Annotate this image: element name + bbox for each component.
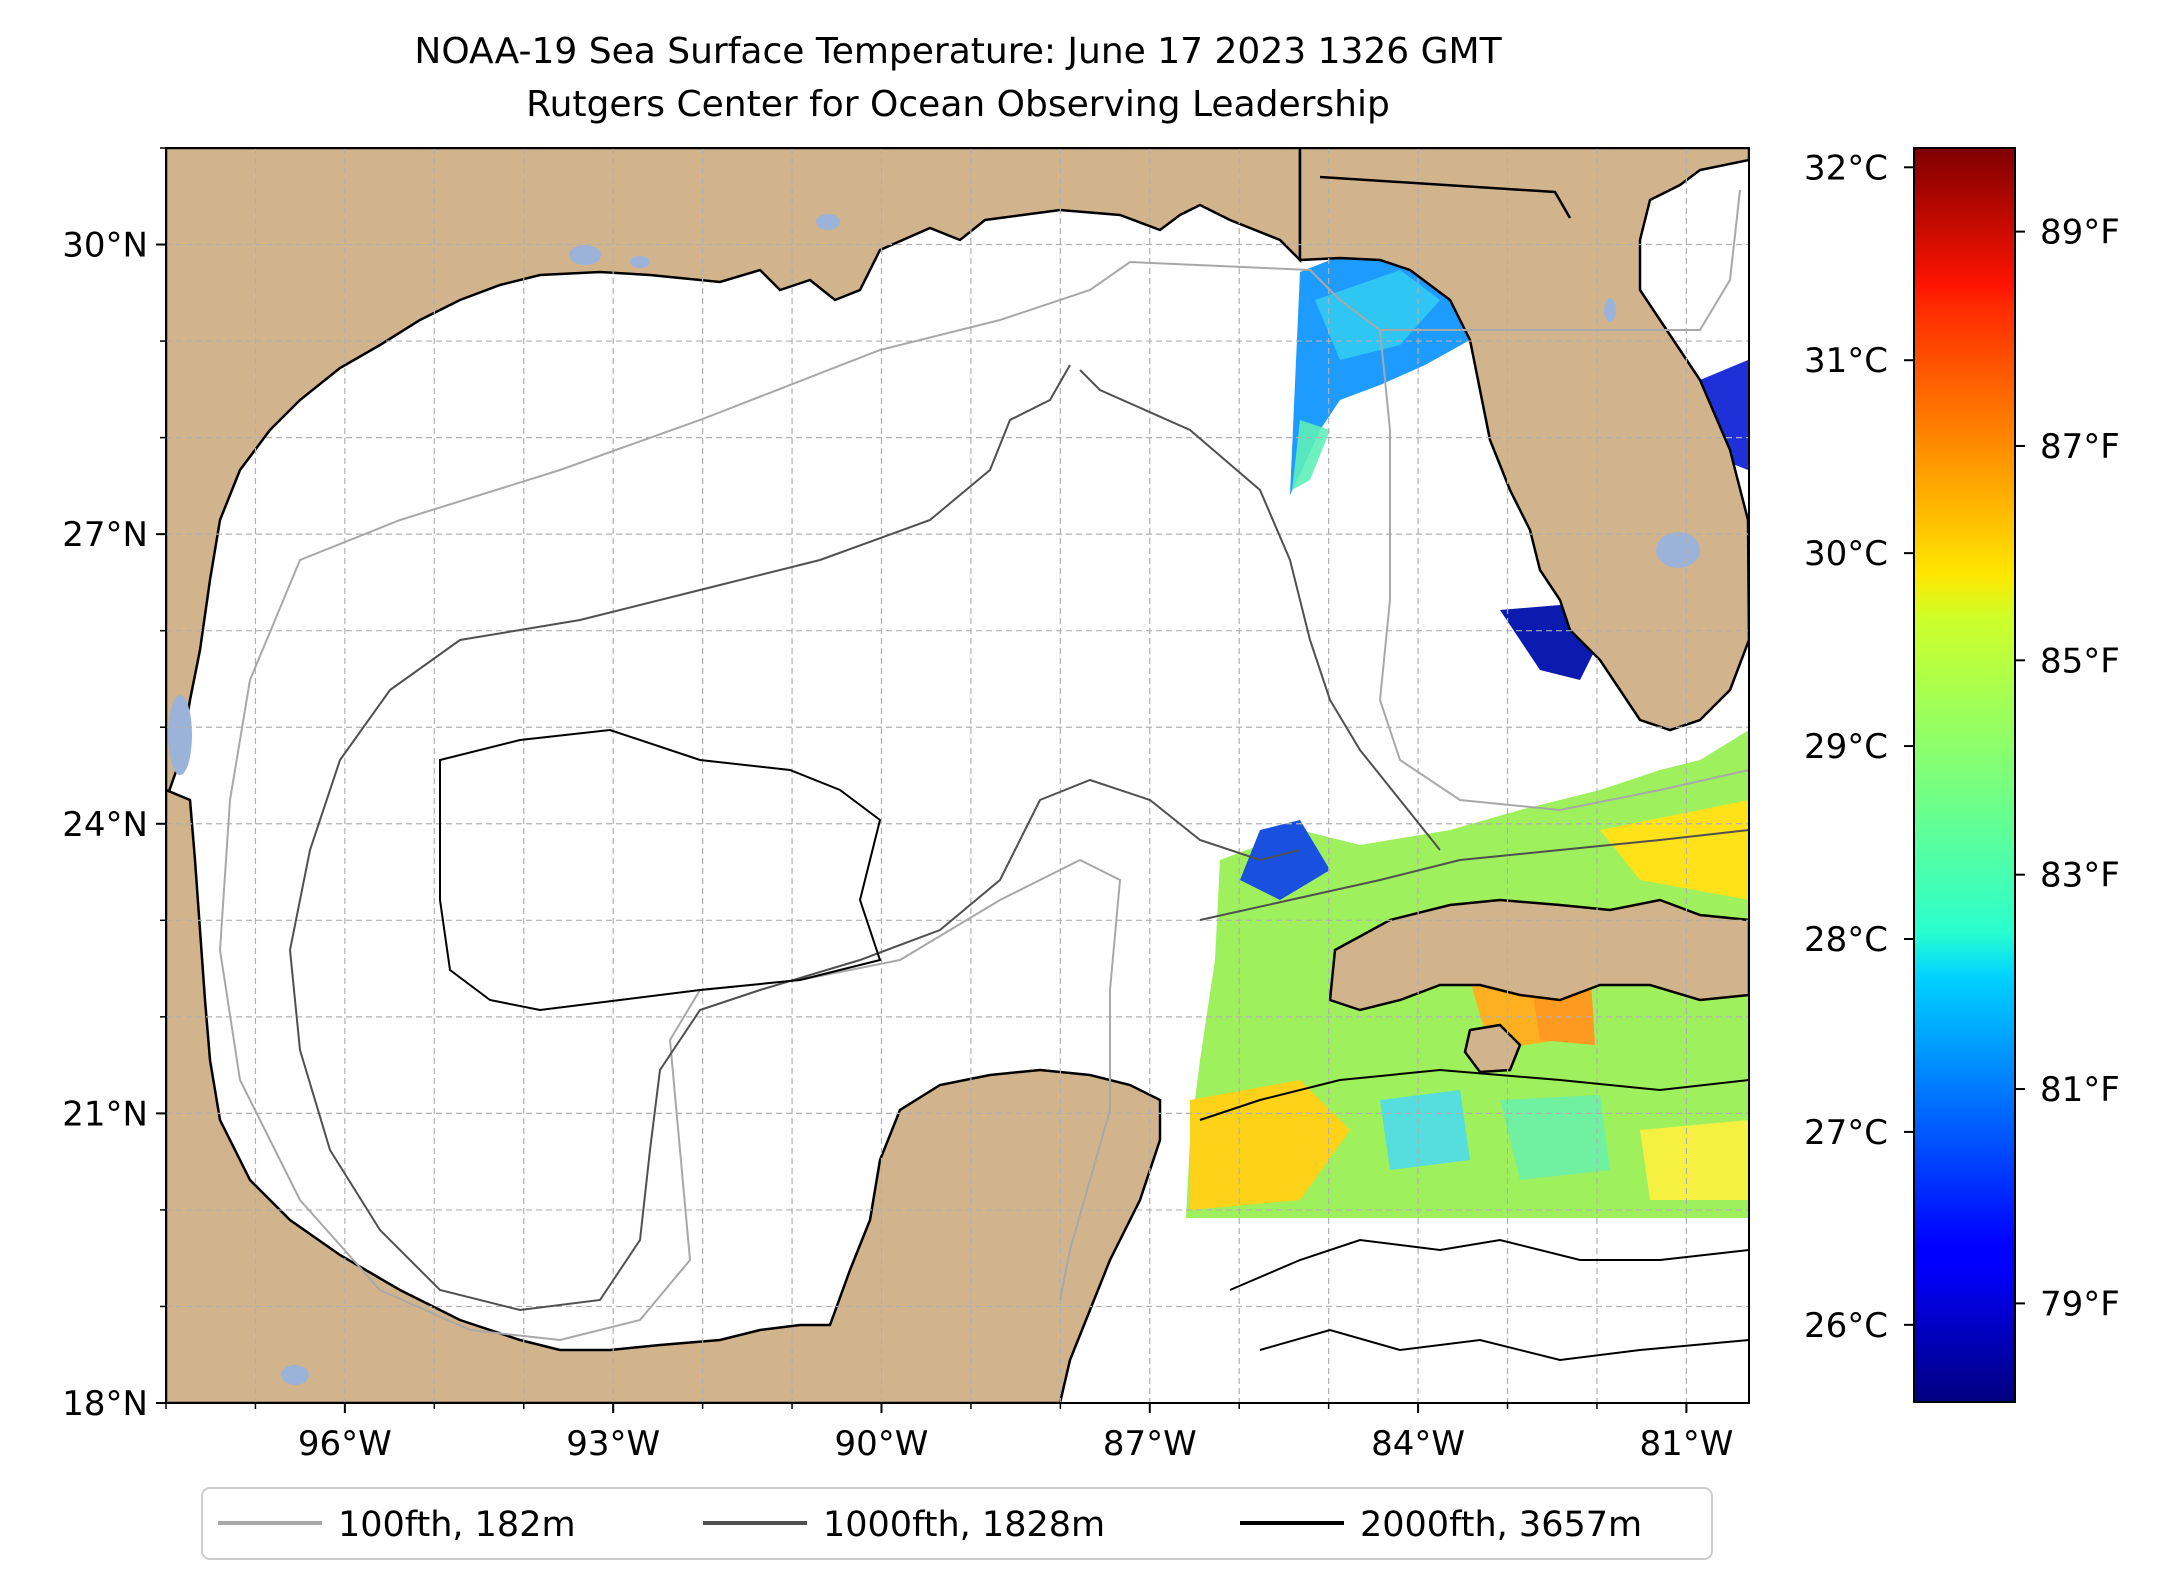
land-north-us-coast — [166, 148, 1302, 801]
title-line-2: Rutgers Center for Ocean Observing Leade… — [526, 84, 1390, 125]
lat-tick-label: 27°N — [62, 515, 148, 555]
title-line-1: NOAA-19 Sea Surface Temperature: June 17… — [414, 31, 1502, 72]
legend-frame — [201, 1487, 1713, 1560]
lat-tick-label: 21°N — [62, 1094, 148, 1134]
lon-tick-label: 96°W — [298, 1424, 392, 1464]
celsius-tick-label: 31°C — [1804, 341, 1888, 381]
land-florida — [1298, 148, 1749, 732]
lon-tick-label: 93°W — [566, 1424, 660, 1464]
celsius-tick-label: 30°C — [1804, 534, 1888, 574]
lat-tick-label: 30°N — [62, 226, 148, 266]
lon-tick-label: 81°W — [1639, 1424, 1733, 1464]
legend-label-1000fth: 1000fth, 1828m — [823, 1505, 1105, 1545]
legend-label-2000fth: 2000fth, 3657m — [1360, 1505, 1642, 1545]
fahrenheit-scale: 89°F 87°F 85°F 83°F 81°F 79°F — [2015, 213, 2120, 1324]
fahrenheit-tick-label: 79°F — [2040, 1284, 2120, 1324]
land-mexico-coast — [166, 788, 1162, 1403]
celsius-tick-label: 26°C — [1804, 1306, 1888, 1346]
celsius-tick-label: 29°C — [1804, 727, 1888, 767]
longitude-axis: 96°W 93°W 90°W 87°W 84°W 81°W — [165, 1403, 1733, 1464]
celsius-scale: 32°C 31°C 30°C 29°C 28°C 27°C 26°C — [1804, 148, 1914, 1346]
colorbar: 89°F 87°F 85°F 83°F 81°F 79°F — [1913, 147, 2120, 1403]
lon-tick-label: 84°W — [1371, 1424, 1465, 1464]
land-cuba — [1328, 898, 1749, 1012]
celsius-tick-label: 27°C — [1804, 1113, 1888, 1153]
graticule — [166, 148, 1749, 1403]
celsius-tick-label: 28°C — [1804, 920, 1888, 960]
fahrenheit-tick-label: 83°F — [2040, 856, 2120, 896]
land-masses — [166, 148, 1749, 1403]
land-isle-of-youth — [1463, 1023, 1522, 1074]
lon-tick-label: 90°W — [835, 1424, 929, 1464]
contour-1000fth — [288, 364, 1749, 1312]
map-frame — [165, 147, 1750, 1404]
fahrenheit-tick-label: 81°F — [2040, 1070, 2120, 1110]
contour-2000fth — [439, 728, 1749, 1362]
lat-tick-label: 24°N — [62, 805, 148, 845]
legend: 100fth, 182m 1000fth, 1828m 2000fth, 365… — [201, 1487, 1713, 1560]
fahrenheit-tick-label: 89°F — [2040, 213, 2120, 253]
lakes — [168, 214, 1700, 1385]
fahrenheit-tick-label: 87°F — [2040, 427, 2120, 467]
colorbar-gradient — [1913, 147, 2016, 1403]
contour-100fth — [218, 189, 1749, 1342]
lon-tick-label: 87°W — [1103, 1424, 1197, 1464]
state-border — [1319, 175, 1572, 219]
fahrenheit-tick-label: 85°F — [2040, 641, 2120, 681]
lat-tick-label: 18°N — [62, 1384, 148, 1424]
map-panel — [166, 148, 1749, 1403]
celsius-tick-label: 32°C — [1804, 148, 1888, 188]
latitude-axis: 30°N 27°N 24°N 21°N 18°N — [62, 147, 166, 1424]
legend-label-100fth: 100fth, 182m — [338, 1505, 576, 1545]
